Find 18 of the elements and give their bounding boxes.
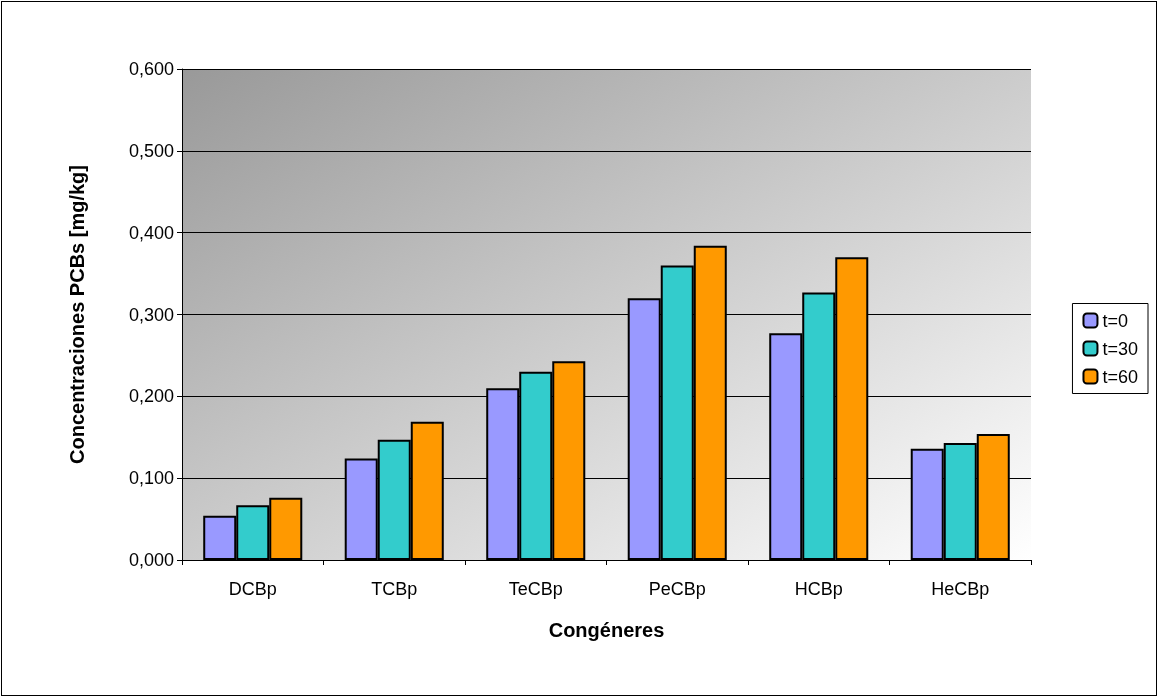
legend-label: t=0 <box>1102 310 1128 331</box>
x-axis-title: Congéneres <box>548 619 665 641</box>
y-tick-label: 0,300 <box>128 304 174 325</box>
legend-label: t=30 <box>1102 338 1139 359</box>
y-axis-title: Concentraciones PCBs [mg/kg] <box>66 165 88 464</box>
y-tick-label: 0,100 <box>128 468 174 489</box>
y-tick-label: 0,500 <box>128 140 174 161</box>
x-tick-label: TeCBp <box>508 579 563 599</box>
y-tick-label: 0,200 <box>128 386 174 407</box>
y-tick-label: 0,600 <box>128 59 174 79</box>
x-tick-label: HeCBp <box>931 579 990 599</box>
x-tick-label: HCBp <box>794 579 843 599</box>
x-tick-label: TCBp <box>371 579 418 599</box>
legend-label: t=60 <box>1102 366 1139 387</box>
x-tick-label: DCBp <box>228 579 277 599</box>
y-tick-label: 0,400 <box>128 222 174 243</box>
y-tick-label: 0,000 <box>128 550 174 570</box>
x-tick-label: PeCBp <box>648 579 706 599</box>
